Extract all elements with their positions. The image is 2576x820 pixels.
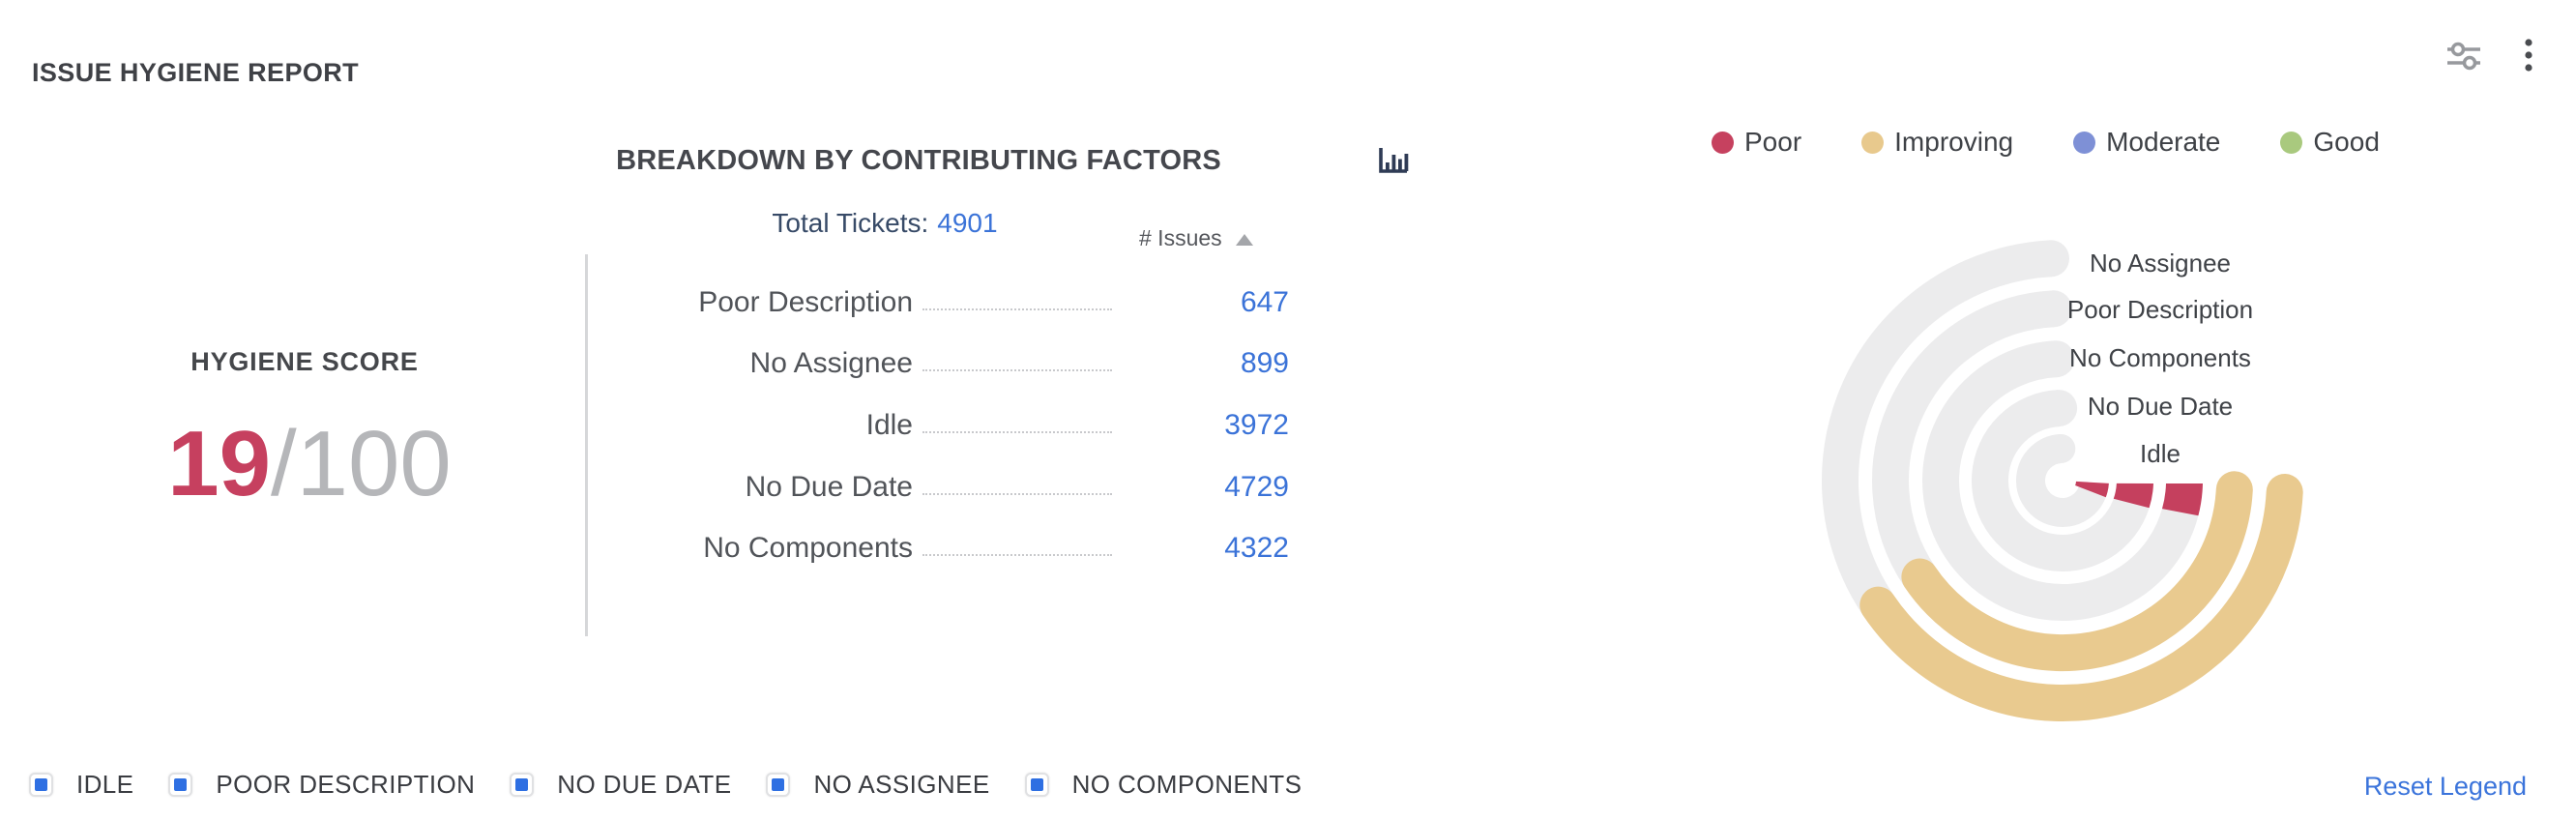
ring-label: Idle	[2140, 439, 2181, 468]
improving-dot-icon	[1861, 131, 1885, 154]
total-tickets-value[interactable]: 4901	[937, 208, 998, 238]
table-row: Poor Description 647	[586, 272, 1289, 334]
factor-label: No Components	[703, 532, 913, 565]
checkbox-icon[interactable]	[29, 773, 53, 797]
breakdown-title: BREAKDOWN BY CONTRIBUTING FACTORS	[616, 145, 1221, 176]
checkbox-fill	[174, 778, 188, 791]
factor-label: No Due Date	[745, 470, 913, 503]
filter-label: NO DUE DATE	[557, 770, 732, 799]
vertical-divider	[585, 254, 588, 636]
table-row: No Assignee 899	[586, 334, 1289, 395]
checkbox-icon[interactable]	[1024, 773, 1049, 797]
status-legend: Poor Improving Moderate Good	[1712, 127, 2380, 158]
good-dot-icon	[2280, 131, 2303, 154]
filter-label: NO COMPONENTS	[1071, 770, 1303, 799]
poor-dot-icon	[1712, 131, 1734, 154]
sort-ascending-icon	[1235, 233, 1253, 246]
score-value: 19	[167, 412, 271, 515]
factor-label: No Assignee	[749, 347, 913, 380]
dotted-leader	[922, 369, 1112, 372]
factor-label: Poor Description	[698, 285, 913, 318]
moderate-dot-icon	[2073, 131, 2096, 154]
checkbox-fill	[35, 778, 47, 791]
reset-legend-link[interactable]: Reset Legend	[2363, 772, 2527, 801]
factor-value-link[interactable]: 899	[1240, 347, 1289, 380]
issues-column-header[interactable]: # Issues	[1139, 225, 1253, 251]
widget-toolbar	[2444, 37, 2533, 73]
legend-item-poor: Poor	[1712, 127, 1801, 158]
ring-label: Poor Description	[2066, 295, 2254, 324]
checkbox-fill	[772, 778, 785, 791]
dotted-leader	[922, 430, 1112, 433]
legend-item-improving: Improving	[1861, 127, 2013, 158]
filter-item-no-due-date[interactable]: NO DUE DATE	[510, 770, 731, 800]
checkbox-fill	[1030, 778, 1043, 791]
dotted-leader	[922, 554, 1112, 557]
checkbox-icon[interactable]	[766, 773, 791, 797]
legend-item-moderate: Moderate	[2073, 127, 2220, 158]
checkbox-icon[interactable]	[510, 773, 535, 797]
table-row: No Components 4322	[586, 517, 1289, 579]
hygiene-score: 19/100	[102, 418, 517, 511]
factor-table: Poor Description 647 No Assignee 899 Idl…	[586, 272, 1289, 579]
ring-label: No Components	[2069, 343, 2251, 372]
legend-label: Improving	[1894, 127, 2014, 157]
factor-label: Idle	[865, 408, 913, 441]
factor-value-link[interactable]: 3972	[1224, 408, 1289, 441]
filter-sliders-icon[interactable]	[2444, 37, 2483, 73]
total-tickets: Total Tickets: 4901	[667, 208, 1102, 239]
factor-value-link[interactable]: 647	[1240, 285, 1289, 318]
filter-label: POOR DESCRIPTION	[216, 770, 476, 799]
filter-item-poor-description[interactable]: POOR DESCRIPTION	[168, 770, 475, 800]
ring-label: No Due Date	[2087, 392, 2234, 421]
radial-hygiene-chart[interactable]: No Assignee Poor Description No Componen…	[1818, 222, 2398, 764]
checkbox-fill	[515, 778, 529, 791]
filter-item-no-assignee[interactable]: NO ASSIGNEE	[766, 770, 989, 800]
factor-value-link[interactable]: 4322	[1224, 532, 1289, 565]
dotted-leader	[922, 308, 1112, 310]
kebab-menu-icon[interactable]	[2524, 37, 2533, 73]
legend-label: Good	[2313, 127, 2380, 157]
score-divider: /	[270, 412, 297, 515]
hygiene-score-label: HYGIENE SCORE	[190, 347, 419, 376]
score-max: 100	[296, 412, 452, 515]
filter-label: IDLE	[76, 770, 134, 799]
issues-column-label: # Issues	[1139, 225, 1222, 250]
filter-label: NO ASSIGNEE	[813, 770, 990, 799]
bar-chart-view-icon[interactable]	[1377, 145, 1410, 176]
table-row: No Due Date 4729	[586, 456, 1289, 518]
filter-item-no-components[interactable]: NO COMPONENTS	[1024, 770, 1303, 800]
legend-label: Poor	[1744, 127, 1802, 157]
chart-filter-bar: IDLE POOR DESCRIPTION NO DUE DATE NO ASS…	[29, 770, 1302, 800]
total-tickets-label: Total Tickets:	[772, 208, 929, 238]
radial-chart-svg[interactable]	[1818, 222, 2398, 764]
checkbox-icon[interactable]	[168, 773, 193, 797]
ring-label: No Assignee	[2090, 249, 2231, 278]
legend-item-good: Good	[2280, 127, 2380, 158]
page-title: ISSUE HYGIENE REPORT	[32, 58, 360, 87]
dotted-leader	[922, 492, 1112, 495]
legend-label: Moderate	[2106, 127, 2221, 157]
filter-item-idle[interactable]: IDLE	[29, 770, 133, 800]
factor-value-link[interactable]: 4729	[1224, 470, 1289, 503]
table-row: Idle 3972	[586, 395, 1289, 456]
